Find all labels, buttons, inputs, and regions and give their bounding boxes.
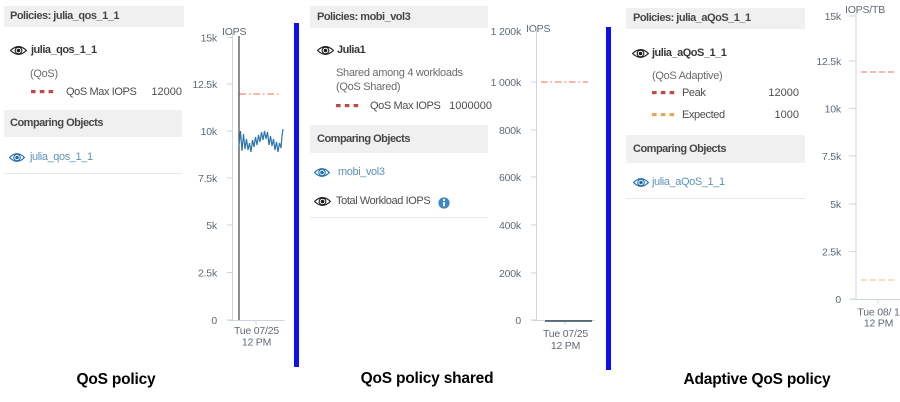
svg-text:5k: 5k (206, 220, 218, 232)
svg-text:2.5k: 2.5k (822, 247, 842, 259)
svg-text:IOPS: IOPS (526, 23, 550, 35)
svg-text:2.5k: 2.5k (198, 268, 218, 280)
svg-text:12 PM: 12 PM (551, 340, 580, 352)
svg-text:Tue 07/25: Tue 07/25 (543, 328, 588, 340)
svg-text:10k: 10k (825, 103, 842, 115)
svg-text:7.5k: 7.5k (198, 173, 218, 185)
svg-text:10k: 10k (201, 126, 218, 138)
svg-text:IOPS: IOPS (222, 26, 246, 38)
svg-text:800k: 800k (499, 125, 522, 137)
svg-text:12 PM: 12 PM (242, 337, 271, 349)
svg-text:12.5k: 12.5k (192, 79, 218, 91)
svg-text:0: 0 (835, 294, 841, 306)
svg-text:15k: 15k (825, 11, 842, 23)
svg-text:12.5k: 12.5k (816, 56, 842, 68)
svg-text:IOPS/TB: IOPS/TB (845, 4, 885, 16)
svg-text:0: 0 (211, 315, 217, 327)
svg-text:5k: 5k (830, 199, 842, 211)
svg-text:0: 0 (515, 315, 521, 327)
svg-text:15k: 15k (201, 33, 218, 45)
svg-text:400k: 400k (499, 220, 522, 232)
svg-text:1 200k: 1 200k (491, 26, 522, 38)
svg-text:Tue 08/ 1: Tue 08/ 1 (857, 307, 900, 319)
svg-text:600k: 600k (499, 172, 522, 184)
svg-text:7.5k: 7.5k (822, 151, 842, 163)
svg-text:200k: 200k (499, 268, 522, 280)
svg-text:12 PM: 12 PM (864, 318, 893, 330)
svg-text:Tue 07/25: Tue 07/25 (234, 325, 279, 337)
svg-text:1 000k: 1 000k (491, 77, 522, 89)
